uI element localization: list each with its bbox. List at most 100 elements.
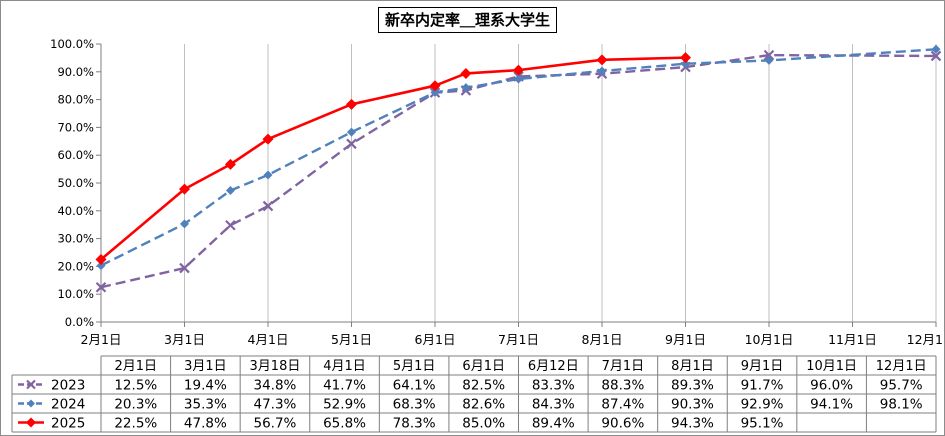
data-point-2024: [681, 59, 690, 69]
table-header-cell: 6月1日: [462, 359, 505, 374]
table-value-cell: 47.8%: [184, 416, 227, 432]
table-value-cell: 82.5%: [462, 378, 505, 394]
table-header-cell: 10月1日: [806, 359, 857, 374]
table-value-cell: 64.1%: [393, 378, 436, 394]
legend-series-name: 2025: [51, 416, 85, 432]
x-tick-label: 12月1: [907, 332, 943, 347]
table-value-cell: 90.6%: [601, 416, 644, 432]
series-line-2025: [100, 56, 686, 261]
table-header-cell: 3月18日: [250, 359, 301, 374]
data-point-2024: [347, 127, 356, 137]
x-tick-label: 5月1日: [331, 332, 372, 347]
table-value-cell: 47.3%: [254, 397, 297, 413]
table-value-cell: 96.0%: [810, 378, 853, 394]
chart-title: 新卒内定率＿理系大学生: [378, 7, 558, 33]
table-value-cell: 95.7%: [880, 378, 923, 394]
table-value-cell: 98.1%: [880, 397, 923, 413]
legend-key-marker-2023: [26, 379, 36, 390]
x-tick-label: 4月1日: [248, 332, 289, 347]
table-header-cell: 12月1日: [876, 359, 927, 374]
legend-series-name: 2023: [51, 378, 85, 394]
data-point-2024: [764, 55, 774, 65]
table-value-cell: 82.6%: [462, 397, 505, 413]
data-point-2023: [763, 49, 775, 61]
data-point-2024: [180, 219, 189, 229]
table-value-cell: 87.4%: [601, 397, 644, 413]
data-point-2025: [513, 64, 524, 76]
y-tick-label: 60.0%: [57, 148, 94, 162]
x-tick-label: 2月1日: [81, 332, 122, 347]
data-point-2025: [346, 98, 357, 110]
data-point-2024: [430, 87, 440, 97]
series-lines: [100, 48, 937, 289]
data-point-2023: [930, 50, 942, 62]
table-value-cell: 88.3%: [601, 378, 644, 394]
legend-key-marker-2024: [27, 399, 35, 408]
data-point-2024: [461, 83, 471, 93]
table-value-cell: 83.3%: [532, 378, 575, 394]
data-point-2023: [95, 281, 107, 293]
table-value-cell: 56.7%: [254, 416, 297, 432]
legend-series-name: 2024: [51, 397, 85, 413]
table-header-cell: 4月1日: [323, 359, 366, 374]
y-tick-label: 0.0%: [65, 315, 94, 329]
table-value-cell: 95.1%: [741, 416, 784, 432]
x-tick-label: 7月1日: [498, 332, 539, 347]
data-point-2024: [931, 44, 941, 54]
x-tick-label: 9月1日: [665, 332, 706, 347]
y-tick-label: 90.0%: [57, 65, 94, 79]
data-point-2024: [225, 186, 235, 196]
table-value-cell: 78.3%: [393, 416, 436, 432]
y-tick-label: 40.0%: [57, 204, 94, 218]
table-value-cell: 92.9%: [741, 397, 784, 413]
data-point-2024: [597, 66, 607, 76]
table-value-cell: 19.4%: [184, 378, 227, 394]
table-header-cell: 3月1日: [184, 359, 227, 374]
table-header-cell: 7月1日: [602, 359, 645, 374]
y-tick-label: 20.0%: [57, 259, 94, 273]
data-point-2024: [514, 74, 523, 84]
data-point-2023: [346, 138, 357, 150]
table-value-cell: 94.1%: [810, 397, 853, 413]
data-point-2025: [596, 54, 608, 66]
y-tick-label: 50.0%: [57, 176, 94, 190]
table-value-cell: 85.0%: [462, 416, 505, 432]
data-point-2024: [263, 170, 273, 180]
table-value-cell: 35.3%: [184, 397, 227, 413]
data-point-2025: [224, 158, 236, 170]
table-value-cell: 68.3%: [393, 397, 436, 413]
table-value-cell: 52.9%: [323, 397, 366, 413]
table-value-cell: 41.7%: [323, 378, 366, 394]
table-header-cell: 9月1日: [741, 359, 784, 374]
data-point-2025: [680, 52, 691, 64]
table-value-cell: 89.3%: [671, 378, 714, 394]
table-value-cell: 22.5%: [114, 416, 157, 432]
y-tick-label: 80.0%: [57, 93, 94, 107]
table-header-cell: 2月1日: [115, 359, 158, 374]
x-tick-label: 6月1日: [415, 332, 456, 347]
x-tick-label: 3月1日: [164, 332, 205, 347]
table-header-cell: 5月1日: [393, 359, 436, 374]
table-value-cell: 84.3%: [532, 397, 575, 413]
x-tick-label: 10月1日: [745, 332, 794, 347]
table-value-cell: 94.3%: [671, 416, 714, 432]
table-value-cell: 89.4%: [532, 416, 575, 432]
y-tick-label: 10.0%: [57, 287, 94, 301]
data-point-2023: [262, 200, 274, 212]
axes: [96, 43, 937, 327]
data-point-2023: [179, 262, 190, 274]
table-value-cell: 91.7%: [741, 378, 784, 394]
x-axis-ticks: 2月1日 3月1日 4月1日 5月1日 6月1日 7月1日 8月1日 9月1日 10月1日 11月…: [81, 332, 943, 347]
table-value-cell: 12.5%: [114, 378, 157, 394]
data-point-2025: [460, 67, 472, 79]
y-tick-label: 100.0%: [50, 37, 94, 51]
data-point-2025: [262, 133, 274, 145]
table-header-cell: 8月1日: [671, 359, 714, 374]
y-axis-ticks: 0.0% 10.0% 20.0% 30.0% 40.0% 50.0% 60.0% 70.0% 8…: [50, 37, 94, 329]
table-value-cell: 34.8%: [254, 378, 297, 394]
data-table: 2月1日 3月1日 3月18日 4月1日 5月1日 6月1日 6月12日 7月1日 8月1日 9月…: [11, 355, 937, 433]
series-line-2024: [100, 48, 937, 267]
table-header-cell: 6月12日: [528, 359, 579, 374]
series-markers: [95, 44, 942, 293]
